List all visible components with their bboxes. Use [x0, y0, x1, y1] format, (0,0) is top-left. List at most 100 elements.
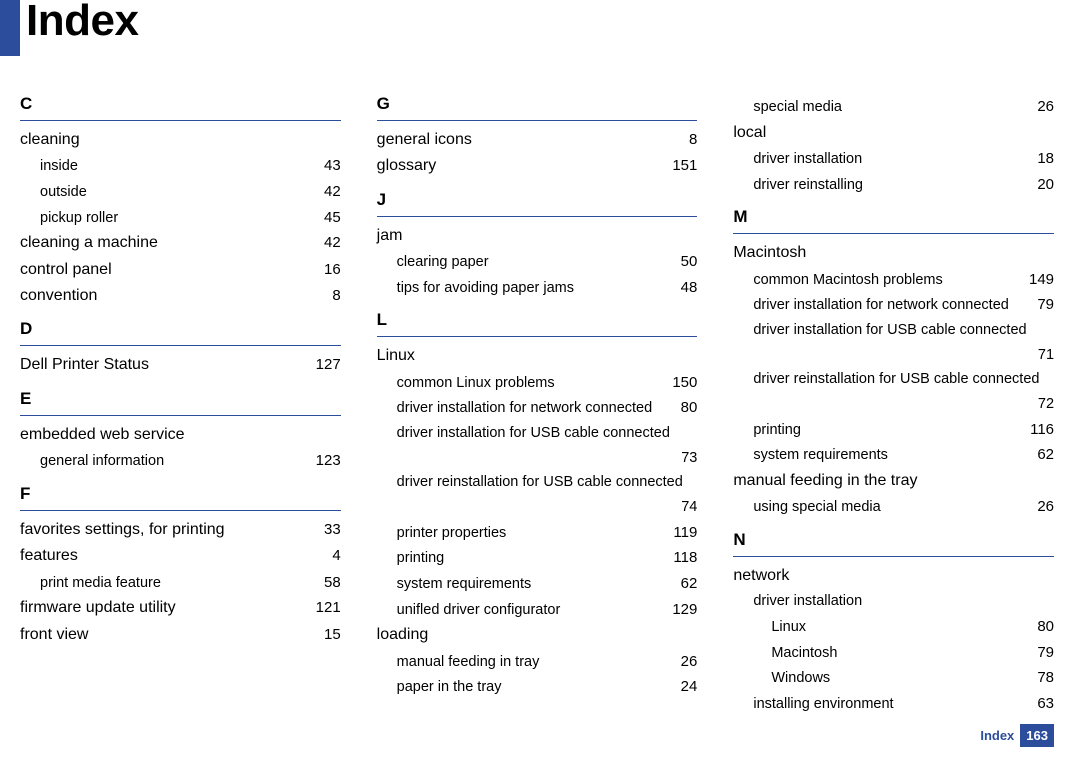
page-ref[interactable]: 8	[689, 128, 697, 153]
page-ref[interactable]: 150	[672, 370, 697, 396]
page-title: Index	[26, 0, 138, 46]
label: manual feeding in the tray	[733, 468, 917, 494]
label: printing	[753, 418, 801, 443]
letter-f: F	[20, 484, 341, 504]
page-ref[interactable]: 79	[1037, 292, 1054, 318]
page-ref[interactable]: 50	[681, 249, 698, 275]
entry-cleaning: cleaning	[20, 127, 341, 153]
label: loading	[377, 622, 429, 648]
label: system requirements	[753, 443, 888, 468]
page-ref[interactable]: 73	[397, 446, 698, 471]
column-1: C cleaning inside43 outside42 pickup rol…	[20, 84, 341, 716]
rule	[733, 233, 1054, 234]
label: unifled driver configurator	[397, 598, 561, 623]
label: Windows	[771, 666, 830, 691]
label: features	[20, 543, 78, 569]
page-ref[interactable]: 129	[672, 597, 697, 623]
rule	[20, 120, 341, 121]
entry-linux-reusb: driver reinstallation for USB cable conn…	[377, 470, 698, 519]
page-ref[interactable]: 62	[1037, 442, 1054, 468]
page-ref[interactable]: 149	[1029, 267, 1054, 293]
entry-control-panel: control panel16	[20, 257, 341, 283]
label: general icons	[377, 127, 472, 153]
entry-linux-net: driver installation for network connecte…	[377, 395, 698, 421]
entry-dell-status: Dell Printer Status 127	[20, 352, 341, 378]
entry-linux-unified: unifled driver configurator 129	[377, 597, 698, 623]
footer-section-label: Index	[980, 728, 1014, 743]
page-ref[interactable]: 42	[324, 179, 341, 205]
label: Macintosh	[771, 641, 837, 666]
page-ref[interactable]: 42	[324, 231, 341, 256]
entry-linux-usb: driver installation for USB cable connec…	[377, 421, 698, 470]
page-ref[interactable]: 20	[1037, 172, 1054, 198]
page-ref[interactable]: 63	[1037, 691, 1054, 717]
page-ref[interactable]: 45	[324, 205, 341, 231]
label: system requirements	[397, 572, 532, 597]
page-ref[interactable]: 16	[324, 258, 341, 283]
entry-loading-paper: paper in the tray24	[377, 674, 698, 700]
page-ref[interactable]: 119	[673, 520, 697, 546]
label: front view	[20, 622, 88, 648]
letter-n: N	[733, 530, 1054, 550]
page-ref[interactable]: 33	[324, 518, 341, 543]
page-ref[interactable]: 71	[753, 343, 1054, 368]
entry-linux-print: printing118	[377, 545, 698, 571]
label: using special media	[753, 495, 880, 520]
page-ref[interactable]: 78	[1037, 665, 1054, 691]
page-ref[interactable]: 74	[397, 495, 698, 520]
entry-firmware: firmware update utility121	[20, 595, 341, 621]
label: driver reinstallation for USB cable conn…	[397, 474, 683, 490]
page-ref[interactable]: 26	[1037, 94, 1054, 120]
letter-d: D	[20, 319, 341, 339]
page-ref[interactable]: 121	[316, 596, 341, 621]
label: general information	[40, 449, 164, 474]
entry-mac-sysreq: system requirements 62	[733, 442, 1054, 468]
letter-c: C	[20, 94, 341, 114]
label: outside	[40, 180, 87, 205]
header: Index	[0, 0, 1080, 64]
page-ref[interactable]: 116	[1030, 417, 1054, 443]
label: driver installation for network connecte…	[397, 396, 653, 421]
rule	[377, 336, 698, 337]
entry-network-env: installing environment63	[733, 691, 1054, 717]
page-ref[interactable]: 43	[324, 153, 341, 179]
entry-ews: embedded web service	[20, 422, 341, 448]
page-ref[interactable]: 72	[753, 392, 1054, 417]
page-ref[interactable]: 151	[672, 154, 697, 179]
entry-special-media: special media26	[733, 94, 1054, 120]
rule	[377, 120, 698, 121]
label: print media feature	[40, 571, 161, 596]
label: Dell Printer Status	[20, 352, 149, 378]
page-ref[interactable]: 26	[1037, 494, 1054, 520]
page-ref[interactable]: 48	[681, 275, 698, 301]
label: cleaning a machine	[20, 230, 158, 256]
page-ref[interactable]: 8	[332, 284, 340, 309]
page-ref[interactable]: 26	[681, 649, 698, 675]
rule	[20, 415, 341, 416]
entry-linux-props: printer properties119	[377, 520, 698, 546]
page-ref[interactable]: 127	[316, 353, 341, 378]
page-ref[interactable]: 18	[1037, 146, 1054, 172]
page-ref[interactable]: 15	[324, 623, 341, 648]
label: driver installation	[753, 147, 862, 172]
label: driver installation for USB cable connec…	[753, 322, 1026, 338]
page-ref[interactable]: 80	[1037, 614, 1054, 640]
page-ref[interactable]: 58	[324, 570, 341, 596]
entry-loading-manual: manual feeding in tray26	[377, 649, 698, 675]
label: driver installation for network connecte…	[753, 293, 1009, 318]
entry-jam: jam	[377, 223, 698, 249]
label: glossary	[377, 153, 437, 179]
rule	[20, 510, 341, 511]
page-ref[interactable]: 123	[316, 448, 341, 474]
page-ref[interactable]: 62	[681, 571, 698, 597]
page-ref[interactable]: 79	[1037, 640, 1054, 666]
entry-local: local	[733, 120, 1054, 146]
page-ref[interactable]: 80	[681, 395, 698, 421]
entry-linux-common: common Linux problems150	[377, 370, 698, 396]
page-ref[interactable]: 24	[681, 674, 698, 700]
page-ref[interactable]: 4	[332, 544, 340, 569]
page-ref[interactable]: 118	[673, 545, 697, 571]
index-columns: C cleaning inside43 outside42 pickup rol…	[0, 64, 1080, 716]
label: convention	[20, 283, 97, 309]
entry-cleaning-pickup: pickup roller45	[20, 205, 341, 231]
